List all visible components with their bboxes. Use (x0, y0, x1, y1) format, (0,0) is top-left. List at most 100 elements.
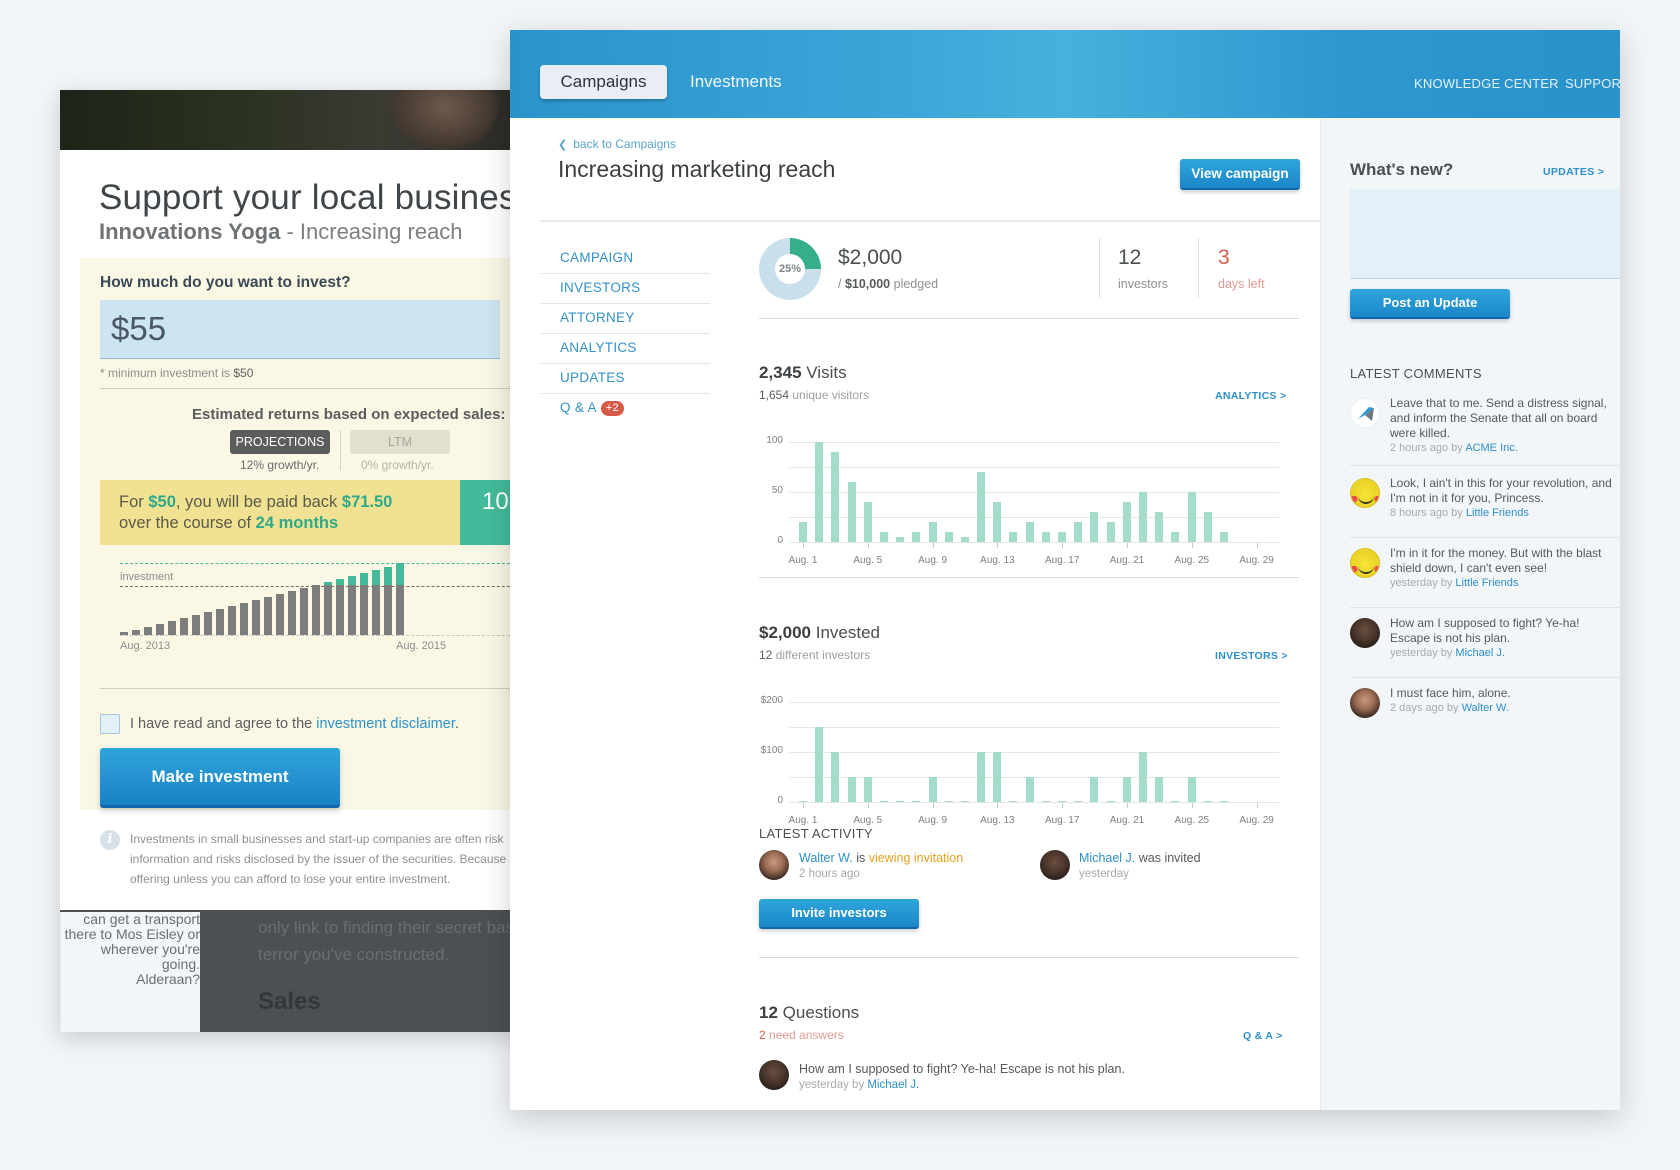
chart-bar[interactable] (1058, 532, 1066, 542)
chart-bar[interactable] (799, 522, 807, 542)
chart-bar[interactable] (1025, 777, 1034, 802)
make-investment-button[interactable]: Make investment (100, 748, 340, 808)
chart-bar[interactable] (960, 801, 969, 802)
user-link[interactable]: ACME Inc. (1465, 442, 1518, 454)
user-link[interactable]: Michael J. (1455, 647, 1505, 659)
chart-bar[interactable] (1074, 522, 1083, 542)
chart-bar[interactable] (1025, 522, 1034, 542)
chart-bar[interactable] (1009, 801, 1018, 802)
chart-bar[interactable] (1187, 492, 1196, 542)
chart-bar[interactable] (1106, 522, 1115, 542)
chart-bar[interactable] (1155, 512, 1164, 542)
chart-bar[interactable] (1219, 532, 1228, 542)
avatar-frog[interactable] (1350, 548, 1380, 578)
chart-bar[interactable] (944, 532, 953, 542)
chart-bar[interactable] (1171, 801, 1180, 802)
chart-bar[interactable] (1138, 492, 1147, 542)
user-link[interactable]: Little Friends (1465, 507, 1529, 519)
chart-bar[interactable] (847, 482, 856, 542)
question-text[interactable]: How am I supposed to fight? Ye-ha! Escap… (799, 1062, 1125, 1076)
chart-bar[interactable] (1041, 532, 1050, 542)
chart-bar[interactable] (1155, 777, 1164, 802)
chart-bar[interactable] (896, 537, 905, 542)
nav-item-investors[interactable]: INVESTORS (540, 274, 710, 304)
avatar-michael[interactable] (759, 1060, 789, 1090)
unique-label: unique visitors (789, 388, 870, 402)
stat-divider (1099, 238, 1100, 298)
user-link[interactable]: Walter W. (799, 851, 853, 865)
chart-bar[interactable] (831, 752, 840, 802)
chart-bar[interactable] (863, 502, 872, 542)
chart-bar[interactable] (831, 452, 840, 542)
post-update-button[interactable]: Post an Update (1350, 289, 1510, 319)
update-textarea[interactable] (1350, 189, 1620, 279)
nav-item-attorney[interactable]: ATTORNEY (540, 304, 710, 334)
chart-bar[interactable] (1074, 801, 1083, 802)
chart-bar[interactable] (799, 801, 807, 802)
chart-bar[interactable] (863, 777, 872, 802)
avatar-walter[interactable] (1350, 688, 1380, 718)
chart-bar[interactable] (1058, 801, 1066, 802)
invite-investors-button[interactable]: Invite investors (759, 899, 919, 929)
view-campaign-button[interactable]: View campaign (1180, 159, 1300, 190)
back-link[interactable]: ❮ back to Campaigns (558, 137, 676, 151)
updates-link[interactable]: UPDATES > (1543, 166, 1605, 178)
chart-bar[interactable] (928, 522, 937, 542)
chart-bar[interactable] (1219, 801, 1228, 802)
qa-link[interactable]: Q & A > (1243, 1030, 1283, 1042)
chart-bar[interactable] (912, 801, 921, 802)
nav-item-campaign[interactable]: CAMPAIGN (540, 244, 710, 274)
chart-bar[interactable] (1041, 801, 1050, 802)
chart-bar[interactable] (912, 532, 921, 542)
chart-bar[interactable] (896, 801, 905, 802)
nav-item-qa[interactable]: Q & A +2 (540, 394, 710, 424)
user-link[interactable]: Walter W. (1461, 702, 1509, 714)
chart-bar[interactable] (1009, 532, 1018, 542)
chart-bar[interactable] (1090, 777, 1099, 802)
chart-bar[interactable] (1106, 801, 1115, 802)
chart-bar[interactable] (1122, 502, 1131, 542)
analytics-link[interactable]: ANALYTICS > (1215, 390, 1287, 402)
chart-bar[interactable] (993, 752, 1002, 802)
nav-item-analytics[interactable]: ANALYTICS (540, 334, 710, 364)
chart-bar[interactable] (960, 537, 969, 542)
tab-investments[interactable]: Investments (690, 72, 782, 91)
chart-bar[interactable] (879, 532, 888, 542)
chart-bar[interactable] (1187, 777, 1196, 802)
chart-bar[interactable] (977, 472, 986, 542)
chart-bar[interactable] (1203, 512, 1212, 542)
x-axis-label: Aug. 9 (918, 555, 948, 566)
chart-bar[interactable] (1171, 532, 1180, 542)
chart-bar[interactable] (879, 801, 888, 802)
chart-bar[interactable] (847, 777, 856, 802)
comment-text: I must face him, alone. 2 days ago by Wal… (1390, 686, 1620, 716)
chart-bar[interactable] (944, 801, 953, 802)
avatar-frog[interactable] (1350, 478, 1380, 508)
knowledge-center-link[interactable]: KNOWLEDGE CENTER (1414, 76, 1559, 91)
investors-link[interactable]: INVESTORS > (1215, 650, 1288, 662)
user-link[interactable]: Michael J. (1079, 851, 1136, 865)
avatar-michael[interactable] (1350, 618, 1380, 648)
chart-bar[interactable] (1122, 777, 1131, 802)
invest-amount-input[interactable]: $55 (100, 300, 500, 359)
chart-bar[interactable] (1090, 512, 1099, 542)
avatar-acme[interactable] (1350, 398, 1380, 428)
tab-ltm[interactable]: LTM (350, 430, 450, 454)
nav-item-updates[interactable]: UPDATES (540, 364, 710, 394)
support-link[interactable]: SUPPORT (1565, 76, 1620, 91)
chart-bar[interactable] (1138, 752, 1147, 802)
user-link[interactable]: Michael J. (867, 1079, 920, 1091)
chart-bar[interactable] (815, 727, 824, 802)
chart-bar[interactable] (1203, 801, 1212, 802)
avatar-michael[interactable] (1040, 850, 1070, 880)
chart-bar[interactable] (928, 777, 937, 802)
chart-bar[interactable] (993, 502, 1002, 542)
tab-campaigns[interactable]: Campaigns (540, 65, 667, 99)
agree-checkbox[interactable] (100, 714, 120, 734)
chart-bar[interactable] (815, 442, 824, 542)
chart-bar[interactable] (977, 752, 986, 802)
avatar-walter[interactable] (759, 850, 789, 880)
tab-projections[interactable]: PROJECTIONS (230, 430, 330, 454)
user-link[interactable]: Little Friends (1455, 577, 1519, 589)
investment-disclaimer-link[interactable]: investment disclaimer (316, 716, 455, 732)
